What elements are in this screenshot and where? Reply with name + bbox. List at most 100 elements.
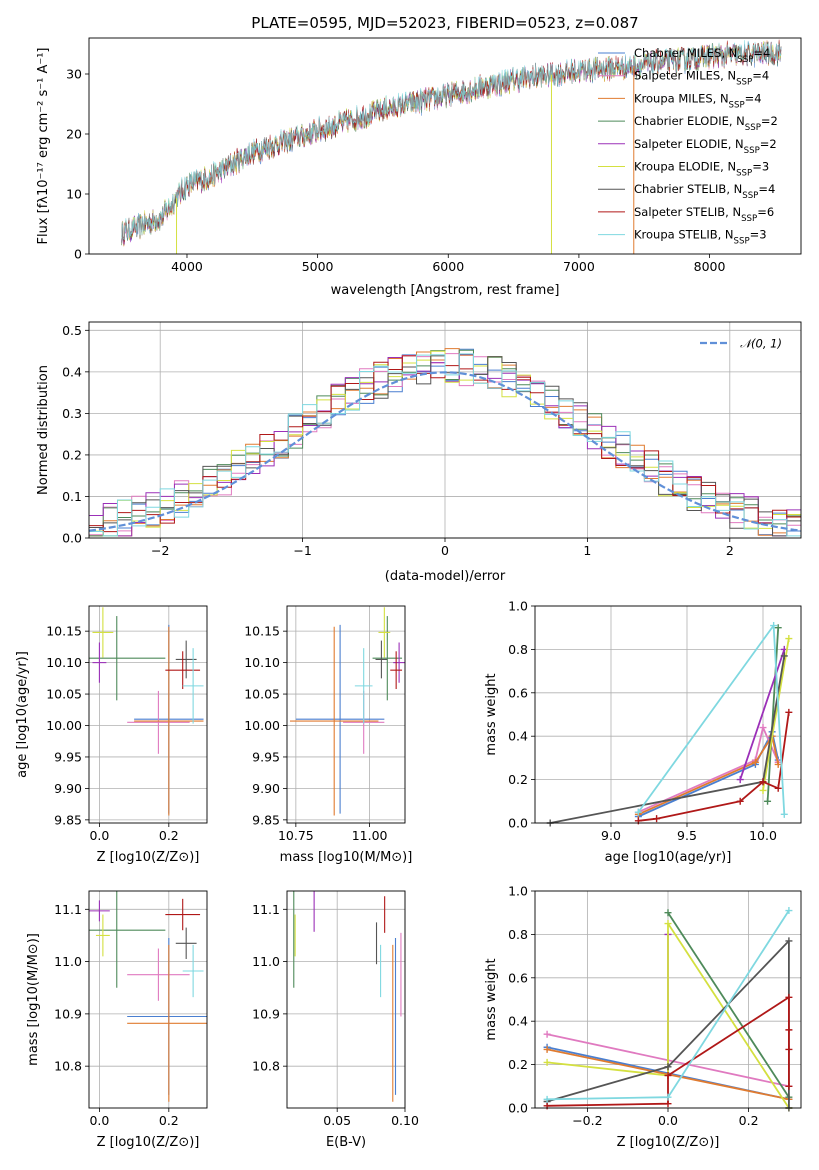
y-tick-label: 10.00 xyxy=(46,718,82,733)
weight-marker xyxy=(785,907,793,915)
legend-entry: Kroupa STELIB, NSSP=3 xyxy=(634,228,767,247)
plot-area xyxy=(89,607,204,816)
x-axis-label: age [log10(age/yr)] xyxy=(605,850,732,865)
weight-marker xyxy=(785,1026,793,1034)
y-tick-label: 0.4 xyxy=(508,729,528,744)
y-tick-label: 10.9 xyxy=(54,1006,82,1021)
weight-marker xyxy=(736,797,744,805)
y-tick-label: 0.8 xyxy=(508,642,528,657)
histogram-step xyxy=(89,353,801,537)
plot-area xyxy=(293,891,402,1102)
axes-frame xyxy=(534,605,802,824)
x-tick-label: −0.2 xyxy=(572,1113,602,1128)
y-tick-label: 1.0 xyxy=(508,599,528,614)
y-tick-label: 9.95 xyxy=(54,749,82,764)
y-tick-label: 9.90 xyxy=(54,781,82,796)
legend-entry: Chabrier STELIB, NSSP=4 xyxy=(634,182,775,201)
legend-entry: Salpeter ELODIE, NSSP=2 xyxy=(634,137,777,156)
x-tick-label: 6000 xyxy=(432,259,464,274)
y-tick-label: 10.05 xyxy=(46,687,82,702)
x-axis-label: Z [log10(Z/Z⊙)] xyxy=(97,850,200,865)
y-tick-label: 0.0 xyxy=(508,1101,528,1116)
y-tick-label: 10.15 xyxy=(46,624,82,639)
x-tick-label: 1 xyxy=(583,543,591,558)
panel-weight-vs-age: 9.0 9.5 10.0 0.0 0.2 0.4 0.6 0.8 1.0 age [log10(a… xyxy=(484,599,802,865)
y-tick-label: 0.8 xyxy=(508,927,528,942)
y-tick-label: 0.2 xyxy=(62,447,82,462)
legend: Chabrier MILES, NSSP=4 Salpeter MILES, NS… xyxy=(598,46,778,247)
y-tick-label: 10.8 xyxy=(252,1059,280,1074)
weight-line xyxy=(762,638,790,791)
y-axis-label: age [log10(age/yr)] xyxy=(15,651,30,778)
weight-line xyxy=(637,624,786,815)
x-tick-label: 11.00 xyxy=(352,828,388,843)
y-axis-label: mass weight xyxy=(484,673,499,755)
weight-line xyxy=(638,735,780,816)
x-axis-label: (data-model)/error xyxy=(385,569,506,584)
axes-frame xyxy=(88,605,208,824)
normal-curve xyxy=(88,371,802,532)
panel-age-vs-z: 0.0 0.2 9.85 9.90 9.95 10.00 10.05 10.10 10.15 Z … xyxy=(15,605,208,865)
y-tick-label: 9.85 xyxy=(252,812,280,827)
y-tick-label: 10.15 xyxy=(244,624,280,639)
y-tick-label: 0.6 xyxy=(508,685,528,700)
y-tick-label: 0.0 xyxy=(62,531,82,546)
x-tick-label: −1 xyxy=(293,543,311,558)
y-axis-label: Normed distribution xyxy=(36,365,51,495)
weight-marker xyxy=(785,708,793,716)
y-tick-label: 10.10 xyxy=(46,655,82,670)
plot-area xyxy=(546,622,793,827)
panel-mass-vs-z: 0.0 0.2 10.8 10.9 11.0 11.1 Z [log10(Z/Z⊙)] mas… xyxy=(26,890,208,1150)
panel-age-vs-mass: 10.75 11.00 9.85 9.90 9.95 10.00 10.05 10.10 10.… xyxy=(244,605,412,865)
axes-frame xyxy=(88,890,208,1109)
panel-mass-vs-ebv: 0.05 0.10 10.8 10.9 11.0 11.1 E(B-V) xyxy=(252,890,419,1150)
y-tick-label: 0.3 xyxy=(62,406,82,421)
x-tick-label: 0.10 xyxy=(391,1113,419,1128)
legend-entry: Chabrier MILES, NSSP=4 xyxy=(634,46,770,65)
x-axis-label: Z [log10(Z/Z⊙)] xyxy=(97,1135,200,1150)
panel-weight-vs-z: −0.2 0.0 0.2 0.0 0.2 0.4 0.6 0.8 1.0 Z [log10(Z/Z… xyxy=(484,884,802,1150)
weight-marker xyxy=(785,1082,793,1090)
legend-entry: Kroupa MILES, NSSP=4 xyxy=(634,91,762,110)
weight-marker xyxy=(736,776,744,784)
plot-area xyxy=(121,39,782,254)
x-tick-label: 4000 xyxy=(171,259,203,274)
weight-marker xyxy=(774,784,782,792)
x-tick-label: 0.2 xyxy=(739,1113,759,1128)
plot-area xyxy=(88,348,802,537)
y-tick-label: 10 xyxy=(66,187,82,202)
weight-marker xyxy=(759,778,767,786)
weight-marker xyxy=(785,635,793,643)
weight-marker xyxy=(664,1063,672,1071)
x-tick-label: 0.0 xyxy=(658,1113,678,1128)
spectrum-line xyxy=(121,40,782,241)
x-tick-label: −2 xyxy=(151,543,169,558)
legend-entry: 𝒩(0, 1) xyxy=(740,337,782,351)
x-tick-label: 2 xyxy=(726,543,734,558)
y-tick-label: 30 xyxy=(66,67,82,82)
y-tick-label: 10.9 xyxy=(252,1006,280,1021)
weight-marker xyxy=(543,1058,551,1066)
y-tick-label: 11.0 xyxy=(252,954,280,969)
x-tick-label: 0 xyxy=(441,543,449,558)
x-axis-label: wavelength [Angstrom, rest frame] xyxy=(331,283,560,298)
weight-marker xyxy=(543,1030,551,1038)
weight-marker xyxy=(759,786,767,794)
y-tick-label: 11.1 xyxy=(252,902,280,917)
panel-spectrum: 4000 5000 6000 7000 8000 0 10 20 30 PLATE=0595, M… xyxy=(36,14,802,298)
weight-marker xyxy=(664,920,672,928)
y-tick-label: 20 xyxy=(66,127,82,142)
y-tick-label: 0.2 xyxy=(508,1057,528,1072)
y-tick-label: 0.4 xyxy=(62,364,82,379)
weight-marker xyxy=(774,624,782,632)
legend-entry: Salpeter STELIB, NSSP=6 xyxy=(634,205,774,224)
y-tick-label: 1.0 xyxy=(508,884,528,899)
weight-marker xyxy=(764,797,772,805)
weight-marker xyxy=(664,1071,672,1079)
x-tick-label: 0.05 xyxy=(323,1113,351,1128)
axes-frame xyxy=(286,605,406,824)
x-tick-label: 0.2 xyxy=(159,1113,179,1128)
weight-line xyxy=(766,627,780,802)
weight-line xyxy=(638,726,780,813)
y-tick-label: 10.10 xyxy=(244,655,280,670)
